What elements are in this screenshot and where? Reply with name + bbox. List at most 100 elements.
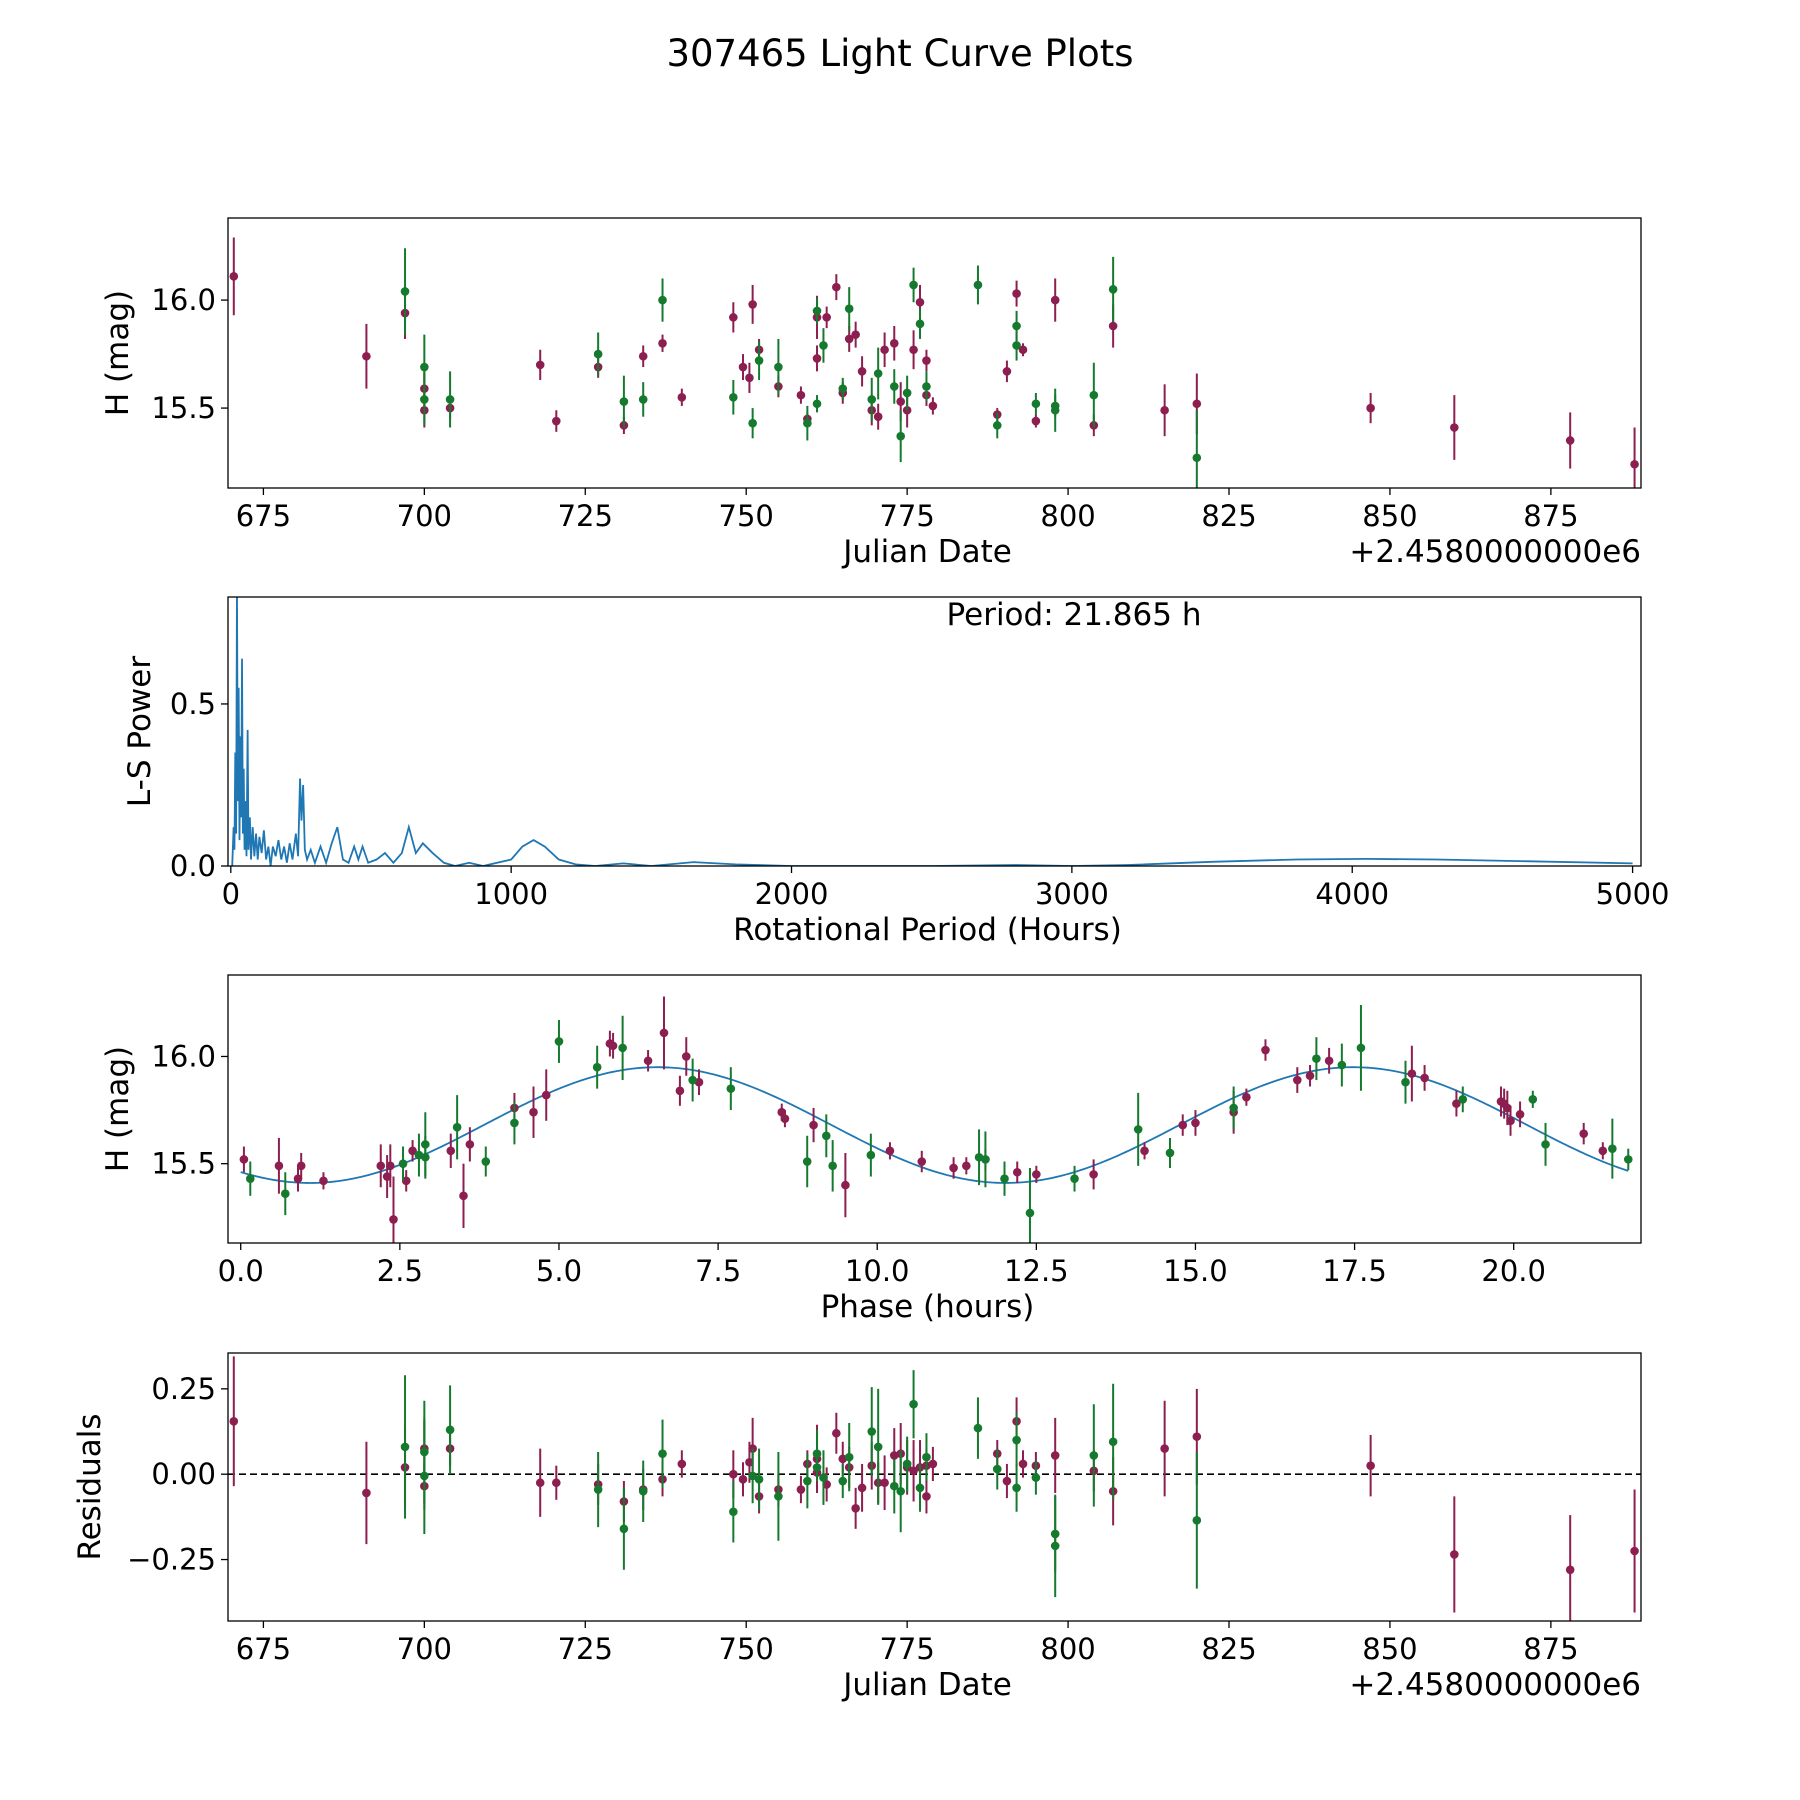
lightcurve-data-point <box>1366 392 1375 424</box>
phased-marker <box>1012 1167 1022 1177</box>
lightcurve-marker <box>400 287 410 296</box>
phased-xtick-label: 0.0 <box>218 1254 264 1288</box>
phased-marker <box>376 1161 386 1171</box>
residuals-data-point <box>738 1462 748 1497</box>
phased-data-point <box>452 1095 462 1160</box>
phased-data-point <box>421 1135 430 1179</box>
phased-xtick-label: 15.0 <box>1163 1254 1228 1288</box>
residuals-xtick-label: 725 <box>558 1632 613 1666</box>
lightcurve-xtick-label: 875 <box>1523 499 1578 533</box>
lightcurve-data-point <box>1160 384 1169 437</box>
lightcurve-xtick-label: 675 <box>236 499 291 533</box>
residuals-data-point <box>1108 1383 1118 1500</box>
lightcurve-data-point <box>1002 360 1012 383</box>
phased-data-point <box>1312 1037 1321 1081</box>
phased-data-point <box>917 1150 927 1173</box>
residuals-marker <box>832 1428 841 1438</box>
periodogram-annotation: Period: 21.865 h <box>947 597 1202 633</box>
residuals-marker <box>748 1471 757 1481</box>
lightcurve-data-point <box>873 347 883 400</box>
phased-data-point <box>382 1155 392 1198</box>
residuals-xtick-label: 850 <box>1362 1632 1417 1666</box>
lightcurve-data-point <box>812 297 822 324</box>
phased-data-point <box>618 1015 627 1081</box>
lightcurve-data-point <box>922 349 931 372</box>
lightcurve-data-point <box>1192 410 1202 488</box>
residuals-data-point <box>1018 1450 1028 1478</box>
lightcurve-xlabel: Julian Date <box>841 534 1012 570</box>
residuals-marker <box>658 1449 667 1459</box>
residuals-marker <box>822 1480 831 1489</box>
lightcurve-marker <box>420 395 429 404</box>
residuals-data-point <box>1450 1496 1459 1613</box>
residuals-ytick-label: 0.25 <box>151 1372 216 1406</box>
phased-data-point <box>802 1135 812 1188</box>
phased-data-point <box>1229 1086 1238 1130</box>
lightcurve-marker <box>819 341 828 350</box>
lightcurve-marker <box>1450 423 1459 432</box>
phased-marker <box>885 1146 895 1156</box>
phased-data-point <box>280 1172 290 1216</box>
residuals-marker <box>819 1473 828 1482</box>
residuals-data-point <box>535 1448 545 1517</box>
phased-marker <box>1407 1069 1417 1078</box>
lightcurve-marker <box>1192 399 1202 409</box>
phased-data-point <box>274 1137 284 1194</box>
phased-marker <box>239 1155 249 1164</box>
phased-marker <box>541 1090 551 1100</box>
residuals-ytick-label: 0.00 <box>151 1457 216 1491</box>
phased-marker <box>917 1157 927 1166</box>
lightcurve-marker <box>909 280 918 290</box>
phased-marker <box>1229 1103 1238 1113</box>
residuals-marker <box>1012 1483 1021 1493</box>
residuals-marker <box>851 1504 860 1513</box>
lightcurve-data-point <box>1450 395 1459 460</box>
residuals-data-point <box>552 1465 561 1500</box>
lightcurve-marker <box>1565 436 1575 445</box>
residuals-data-point <box>857 1463 867 1512</box>
lightcurve-data-point <box>928 397 938 415</box>
phased-data-point <box>1598 1142 1608 1160</box>
phased-marker <box>643 1056 653 1066</box>
lightcurve-marker <box>812 399 822 409</box>
periodogram-xtick-label: 2000 <box>755 877 829 911</box>
phased-data-point <box>1401 1060 1410 1104</box>
phased-marker <box>1191 1118 1200 1128</box>
lightcurve-data-point <box>889 369 899 404</box>
phased-marker <box>1140 1146 1149 1156</box>
phased-data-point <box>1623 1148 1633 1171</box>
residuals-marker <box>1450 1550 1459 1559</box>
residuals-marker <box>915 1483 925 1493</box>
lightcurve-marker <box>922 382 931 391</box>
lightcurve-data-point <box>1018 343 1028 357</box>
residuals-data-point <box>803 1453 812 1509</box>
phased-xtick-label: 2.5 <box>377 1254 423 1288</box>
lightcurve-data-point <box>748 284 757 324</box>
phased-marker <box>1503 1103 1512 1113</box>
lightcurve-data-point <box>844 287 854 331</box>
lightcurve-marker <box>748 300 757 309</box>
lightcurve-marker <box>1089 390 1099 400</box>
lightcurve-xtick-label: 800 <box>1040 499 1095 533</box>
lightcurve-marker <box>1108 284 1118 294</box>
residuals-marker <box>729 1469 738 1479</box>
lightcurve-data-point <box>1012 310 1021 342</box>
lightcurve-data-point <box>1565 412 1575 469</box>
lightcurve-marker <box>658 295 667 305</box>
lightcurve-marker <box>1012 341 1021 350</box>
phased-axes-frame <box>227 974 1642 1244</box>
residuals-data-point <box>873 1388 883 1505</box>
residuals-marker <box>729 1507 738 1517</box>
lightcurve-data-point <box>1031 414 1041 428</box>
lightcurve-marker <box>812 306 822 316</box>
lightcurve-data-point <box>729 380 738 415</box>
phased-marker <box>481 1157 491 1166</box>
phased-marker <box>386 1161 395 1171</box>
phased-marker <box>401 1176 411 1186</box>
lightcurve-ylabel: H (mag) <box>100 290 136 416</box>
residuals-marker <box>838 1454 848 1464</box>
periodogram-xtick-label: 3000 <box>1035 877 1109 911</box>
phased-data-point <box>675 1075 685 1106</box>
residuals-marker <box>1050 1541 1060 1551</box>
